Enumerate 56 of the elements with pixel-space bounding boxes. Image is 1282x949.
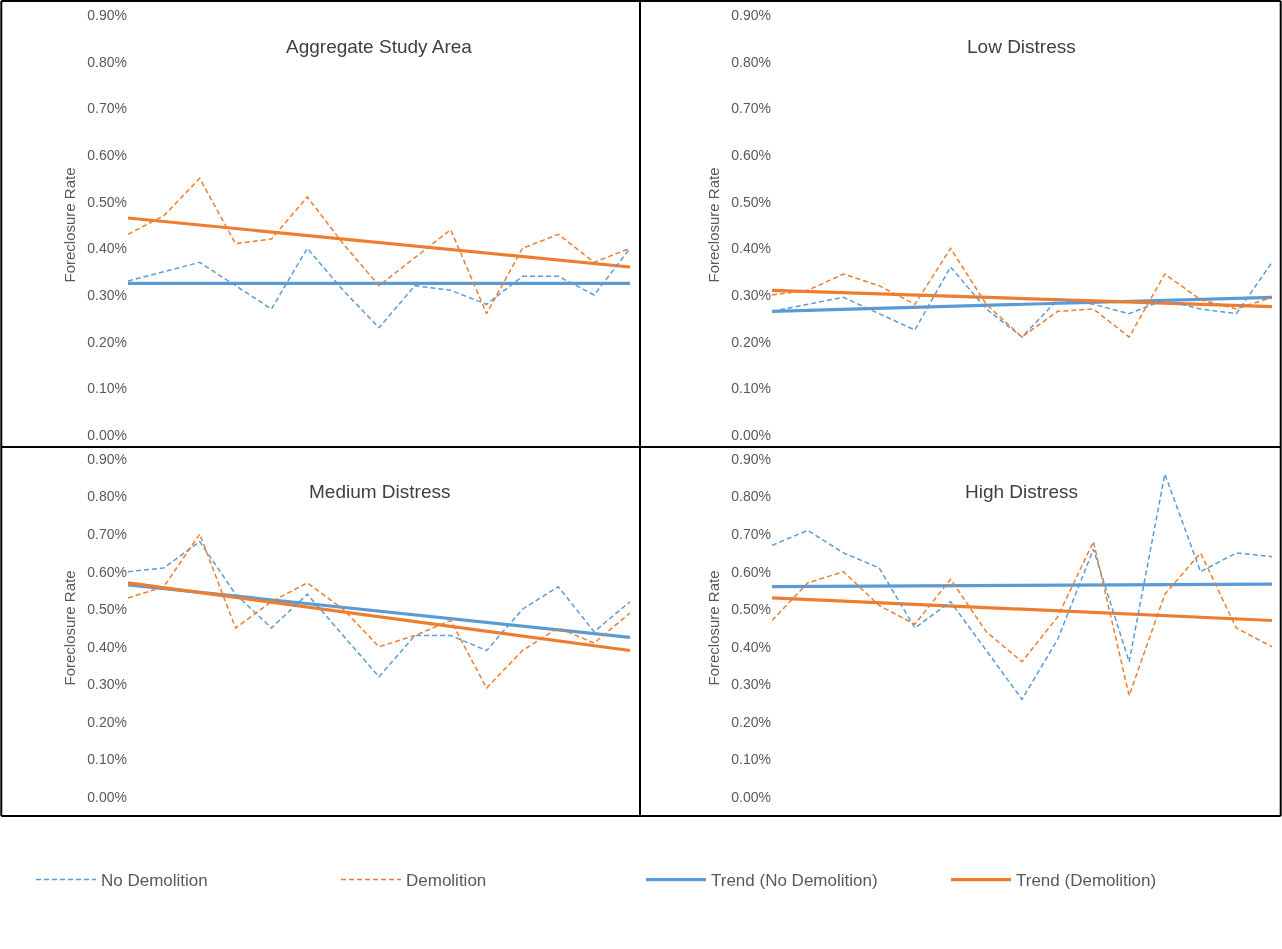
y-tick-label: 0.10% bbox=[731, 751, 771, 768]
y-tick-label: 0.70% bbox=[731, 100, 771, 117]
y-tick-label: 0.50% bbox=[87, 193, 127, 210]
legend-label: No Demolition bbox=[101, 871, 208, 891]
y-tick-label: 0.50% bbox=[87, 601, 127, 618]
y-tick-label: 0.10% bbox=[87, 380, 127, 397]
y-tick-label: 0.80% bbox=[87, 488, 127, 505]
line-series bbox=[772, 473, 1272, 701]
y-tick-label: 0.90% bbox=[87, 6, 127, 23]
y-tick-label: 0.90% bbox=[87, 450, 127, 467]
y-tick-label: 0.30% bbox=[731, 286, 771, 303]
y-tick-label: 0.60% bbox=[87, 563, 127, 580]
line-series bbox=[128, 177, 630, 315]
y-tick-label: 0.40% bbox=[731, 638, 771, 655]
text: High Distress bbox=[965, 481, 1078, 502]
y-tick-label: 0.80% bbox=[731, 53, 771, 70]
y-tick-label: 0.70% bbox=[731, 526, 771, 543]
y-tick-label: 0.10% bbox=[731, 380, 771, 397]
text: Medium Distress bbox=[309, 481, 451, 502]
y-tick-label: 0.60% bbox=[87, 146, 127, 163]
y-axis-title: Foreclosure Rate bbox=[60, 570, 78, 686]
y-tick-label: 0.30% bbox=[87, 286, 127, 303]
y-tick-label: 0.30% bbox=[731, 676, 771, 693]
y-tick-label: 0.10% bbox=[87, 751, 127, 768]
legend-label: Trend (No Demolition) bbox=[711, 871, 878, 891]
y-tick-label: 0.40% bbox=[731, 240, 771, 257]
y-tick-label: 0.40% bbox=[87, 240, 127, 257]
y-tick-label: 0.20% bbox=[731, 333, 771, 350]
y-tick-label: 0.80% bbox=[87, 53, 127, 70]
y-tick-label: 0.00% bbox=[87, 426, 127, 443]
y-axis-title: Foreclosure Rate bbox=[60, 167, 78, 283]
y-tick-label: 0.30% bbox=[87, 676, 127, 693]
legend-label: Trend (Demolition) bbox=[1016, 871, 1157, 891]
y-tick-label: 0.90% bbox=[731, 6, 771, 23]
y-tick-label: 0.00% bbox=[731, 788, 771, 805]
y-tick-label: 0.40% bbox=[87, 638, 127, 655]
line-series bbox=[772, 540, 1272, 697]
y-tick-label: 0.90% bbox=[731, 450, 771, 467]
y-axis-title: Foreclosure Rate bbox=[704, 167, 722, 283]
y-tick-label: 0.60% bbox=[731, 146, 771, 163]
y-tick-label: 0.60% bbox=[731, 563, 771, 580]
y-tick-label: 0.20% bbox=[731, 713, 771, 730]
y-tick-label: 0.00% bbox=[87, 788, 127, 805]
text: Aggregate Study Area bbox=[286, 36, 473, 57]
y-tick-label: 0.20% bbox=[87, 333, 127, 350]
y-tick-label: 0.50% bbox=[731, 601, 771, 618]
y-tick-label: 0.50% bbox=[731, 193, 771, 210]
y-tick-label: 0.70% bbox=[87, 526, 127, 543]
y-tick-label: 0.20% bbox=[87, 713, 127, 730]
y-tick-label: 0.70% bbox=[87, 100, 127, 117]
y-tick-label: 0.00% bbox=[731, 426, 771, 443]
y-tick-label: 0.80% bbox=[731, 488, 771, 505]
line-series bbox=[772, 247, 1272, 338]
text: Low Distress bbox=[967, 36, 1076, 57]
y-axis-title: Foreclosure Rate bbox=[704, 570, 722, 686]
legend-label: Demolition bbox=[406, 871, 487, 891]
